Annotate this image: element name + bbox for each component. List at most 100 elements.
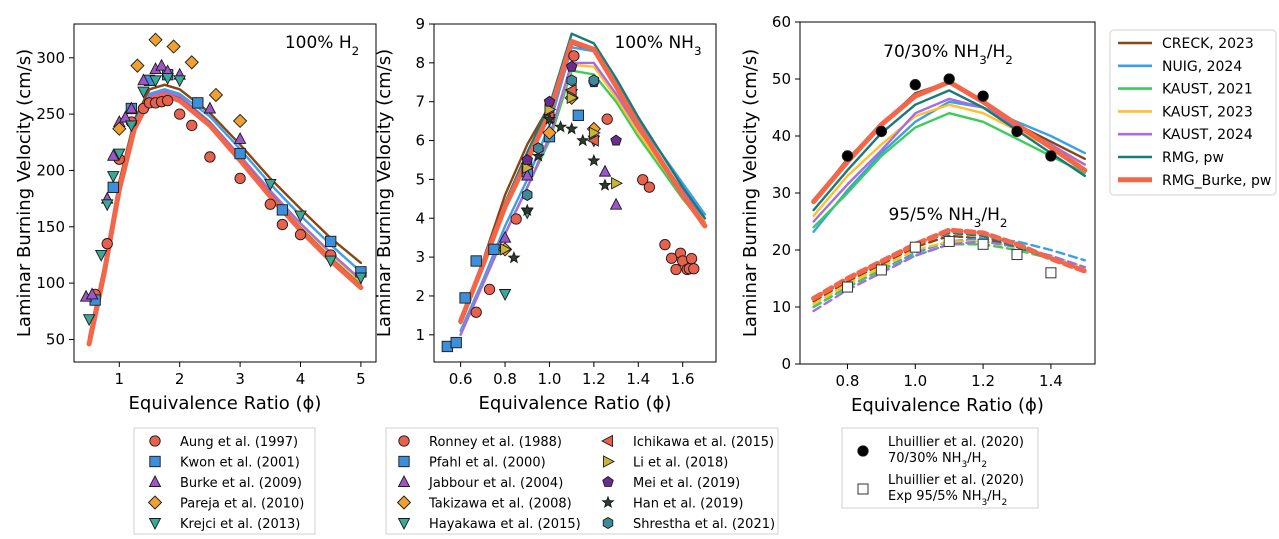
legend-label-kaust-2024: KAUST, 2024 [1162, 127, 1253, 143]
data-point [566, 91, 579, 105]
legend-marker-takizawa-et-al-2008 [396, 495, 412, 510]
data-point [161, 94, 174, 107]
data-point [173, 75, 186, 88]
y-axis-label: Laminar Burning Velocity (cm/s) [14, 49, 35, 337]
data-point [643, 181, 656, 193]
data-point [1011, 249, 1023, 261]
x-tick-label: 1 [115, 370, 125, 388]
x-tick-label: 2 [175, 370, 185, 388]
data-point [522, 188, 533, 201]
x-tick-label: 1.2 [582, 370, 606, 388]
y-tick-label: 300 [36, 49, 65, 67]
series-line-nuig-2024 [812, 100, 1086, 233]
data-point [543, 95, 556, 107]
legend-box [841, 427, 1039, 509]
data-point [107, 148, 120, 161]
data-point [841, 150, 854, 162]
data-point [1011, 125, 1023, 138]
legend-label-pareja-et-al-2010: Pareja et al. (2010) [180, 497, 304, 512]
x-tick-label: 4 [296, 370, 306, 388]
y-tick-label: 8 [415, 54, 425, 72]
series-line-kaust-2023 [812, 103, 1086, 217]
series-line-95-5-creck-2023 [812, 234, 1086, 303]
data-point [588, 74, 600, 87]
y-tick-label: 9 [415, 15, 425, 33]
legend-marker-jabbour-et-al-2004 [397, 475, 411, 487]
data-point [522, 161, 535, 174]
legend-label-creck-2023: CRECK, 2023 [1162, 36, 1254, 52]
data-point [670, 263, 682, 276]
y-tick-label: 100 [36, 274, 65, 292]
x-tick-label: 1.2 [971, 372, 995, 390]
data-point [586, 134, 599, 147]
data-point [977, 90, 989, 102]
data-point [659, 239, 671, 251]
legend-experiments-blend: Lhuillier et al. (2020)70/30% NH3/H2Lhui… [841, 427, 1039, 509]
data-point [184, 55, 199, 70]
legend-label-ichikawa-et-al-2015: Ichikawa et al. (2015) [633, 435, 774, 450]
data-point [564, 83, 577, 97]
legend-experiments-h2: Aung et al. (1997) Kwon et al. (2001) Burk… [133, 427, 316, 535]
data-point [324, 255, 337, 268]
panel-title: 70/30% NH3/H2 [883, 42, 1013, 67]
data-point [204, 151, 216, 163]
x-tick-label: 3 [235, 370, 245, 388]
legend-marker-70-30-nh-h [857, 445, 869, 457]
y-axis-label: Laminar Burning Velocity (cm/s) [740, 49, 761, 337]
x-tick-label: 1.0 [903, 372, 927, 390]
y-tick-label: 0 [781, 355, 791, 373]
legend-label-burke-et-al-2009: Burke et al. (2009) [180, 476, 302, 491]
legend-sublabel-70-30-nh-h: 70/30% NH3/H2 [888, 451, 987, 470]
y-tick-label: 1 [415, 326, 425, 344]
data-point [533, 142, 544, 155]
data-point [276, 204, 289, 216]
data-point [598, 164, 612, 177]
y-tick-label: 30 [772, 184, 791, 202]
experiment-han-et-al-2019 [507, 112, 612, 264]
data-point [576, 133, 590, 147]
ticks-h2: 1 2 3 4 5 50 100 150 200 250 300 [36, 49, 365, 388]
data-point [587, 153, 601, 167]
data-point [149, 75, 162, 88]
axes-frame [433, 23, 717, 363]
legend-label-krejci-et-al-2013: Krejci et al. (2013) [180, 517, 300, 532]
data-point [565, 60, 578, 72]
data-point [148, 32, 163, 47]
data-point [125, 101, 138, 114]
data-point [100, 199, 114, 212]
legends: CRECK, 2023 NUIG, 2024 KAUST, 2021 KAUST, 2… [133, 29, 1277, 535]
data-point [542, 112, 556, 125]
data-point [875, 264, 887, 276]
data-point [459, 292, 471, 304]
y-tick-label: 10 [772, 298, 791, 316]
data-point [685, 253, 698, 265]
panel-title: 100% NH3 [614, 33, 701, 58]
data-point [520, 203, 534, 217]
x-tick-label: 0.6 [449, 370, 473, 388]
legend-marker-exp-95-5-nh-h [857, 483, 869, 495]
data-point [234, 147, 246, 160]
data-point [233, 131, 247, 144]
panel-title: 100% H2 [285, 33, 359, 58]
legend-label-kaust-2023: KAUST, 2023 [1162, 104, 1253, 120]
data-point [568, 50, 580, 62]
data-point [1045, 150, 1057, 162]
data-point [498, 230, 512, 243]
data-point [601, 113, 613, 125]
y-tick-label: 250 [36, 105, 65, 123]
experiment-krejci-et-al-2013 [82, 73, 368, 327]
y-tick-label: 40 [772, 127, 791, 145]
legend-marker-hayakawa-et-al-2015 [397, 518, 411, 530]
data-point [841, 281, 853, 293]
data-point [943, 235, 955, 247]
series-line-rmg-burke-pw [458, 39, 708, 324]
legend-marker-ronney-et-al-1988 [398, 435, 410, 447]
data-point [521, 168, 534, 181]
data-point [192, 97, 204, 109]
experiment-pareja-et-al-2010 [112, 32, 248, 136]
data-point [470, 306, 482, 318]
data-point [101, 238, 113, 250]
legend-label-jabbour-et-al-2004: Jabbour et al. (2004) [428, 476, 563, 491]
